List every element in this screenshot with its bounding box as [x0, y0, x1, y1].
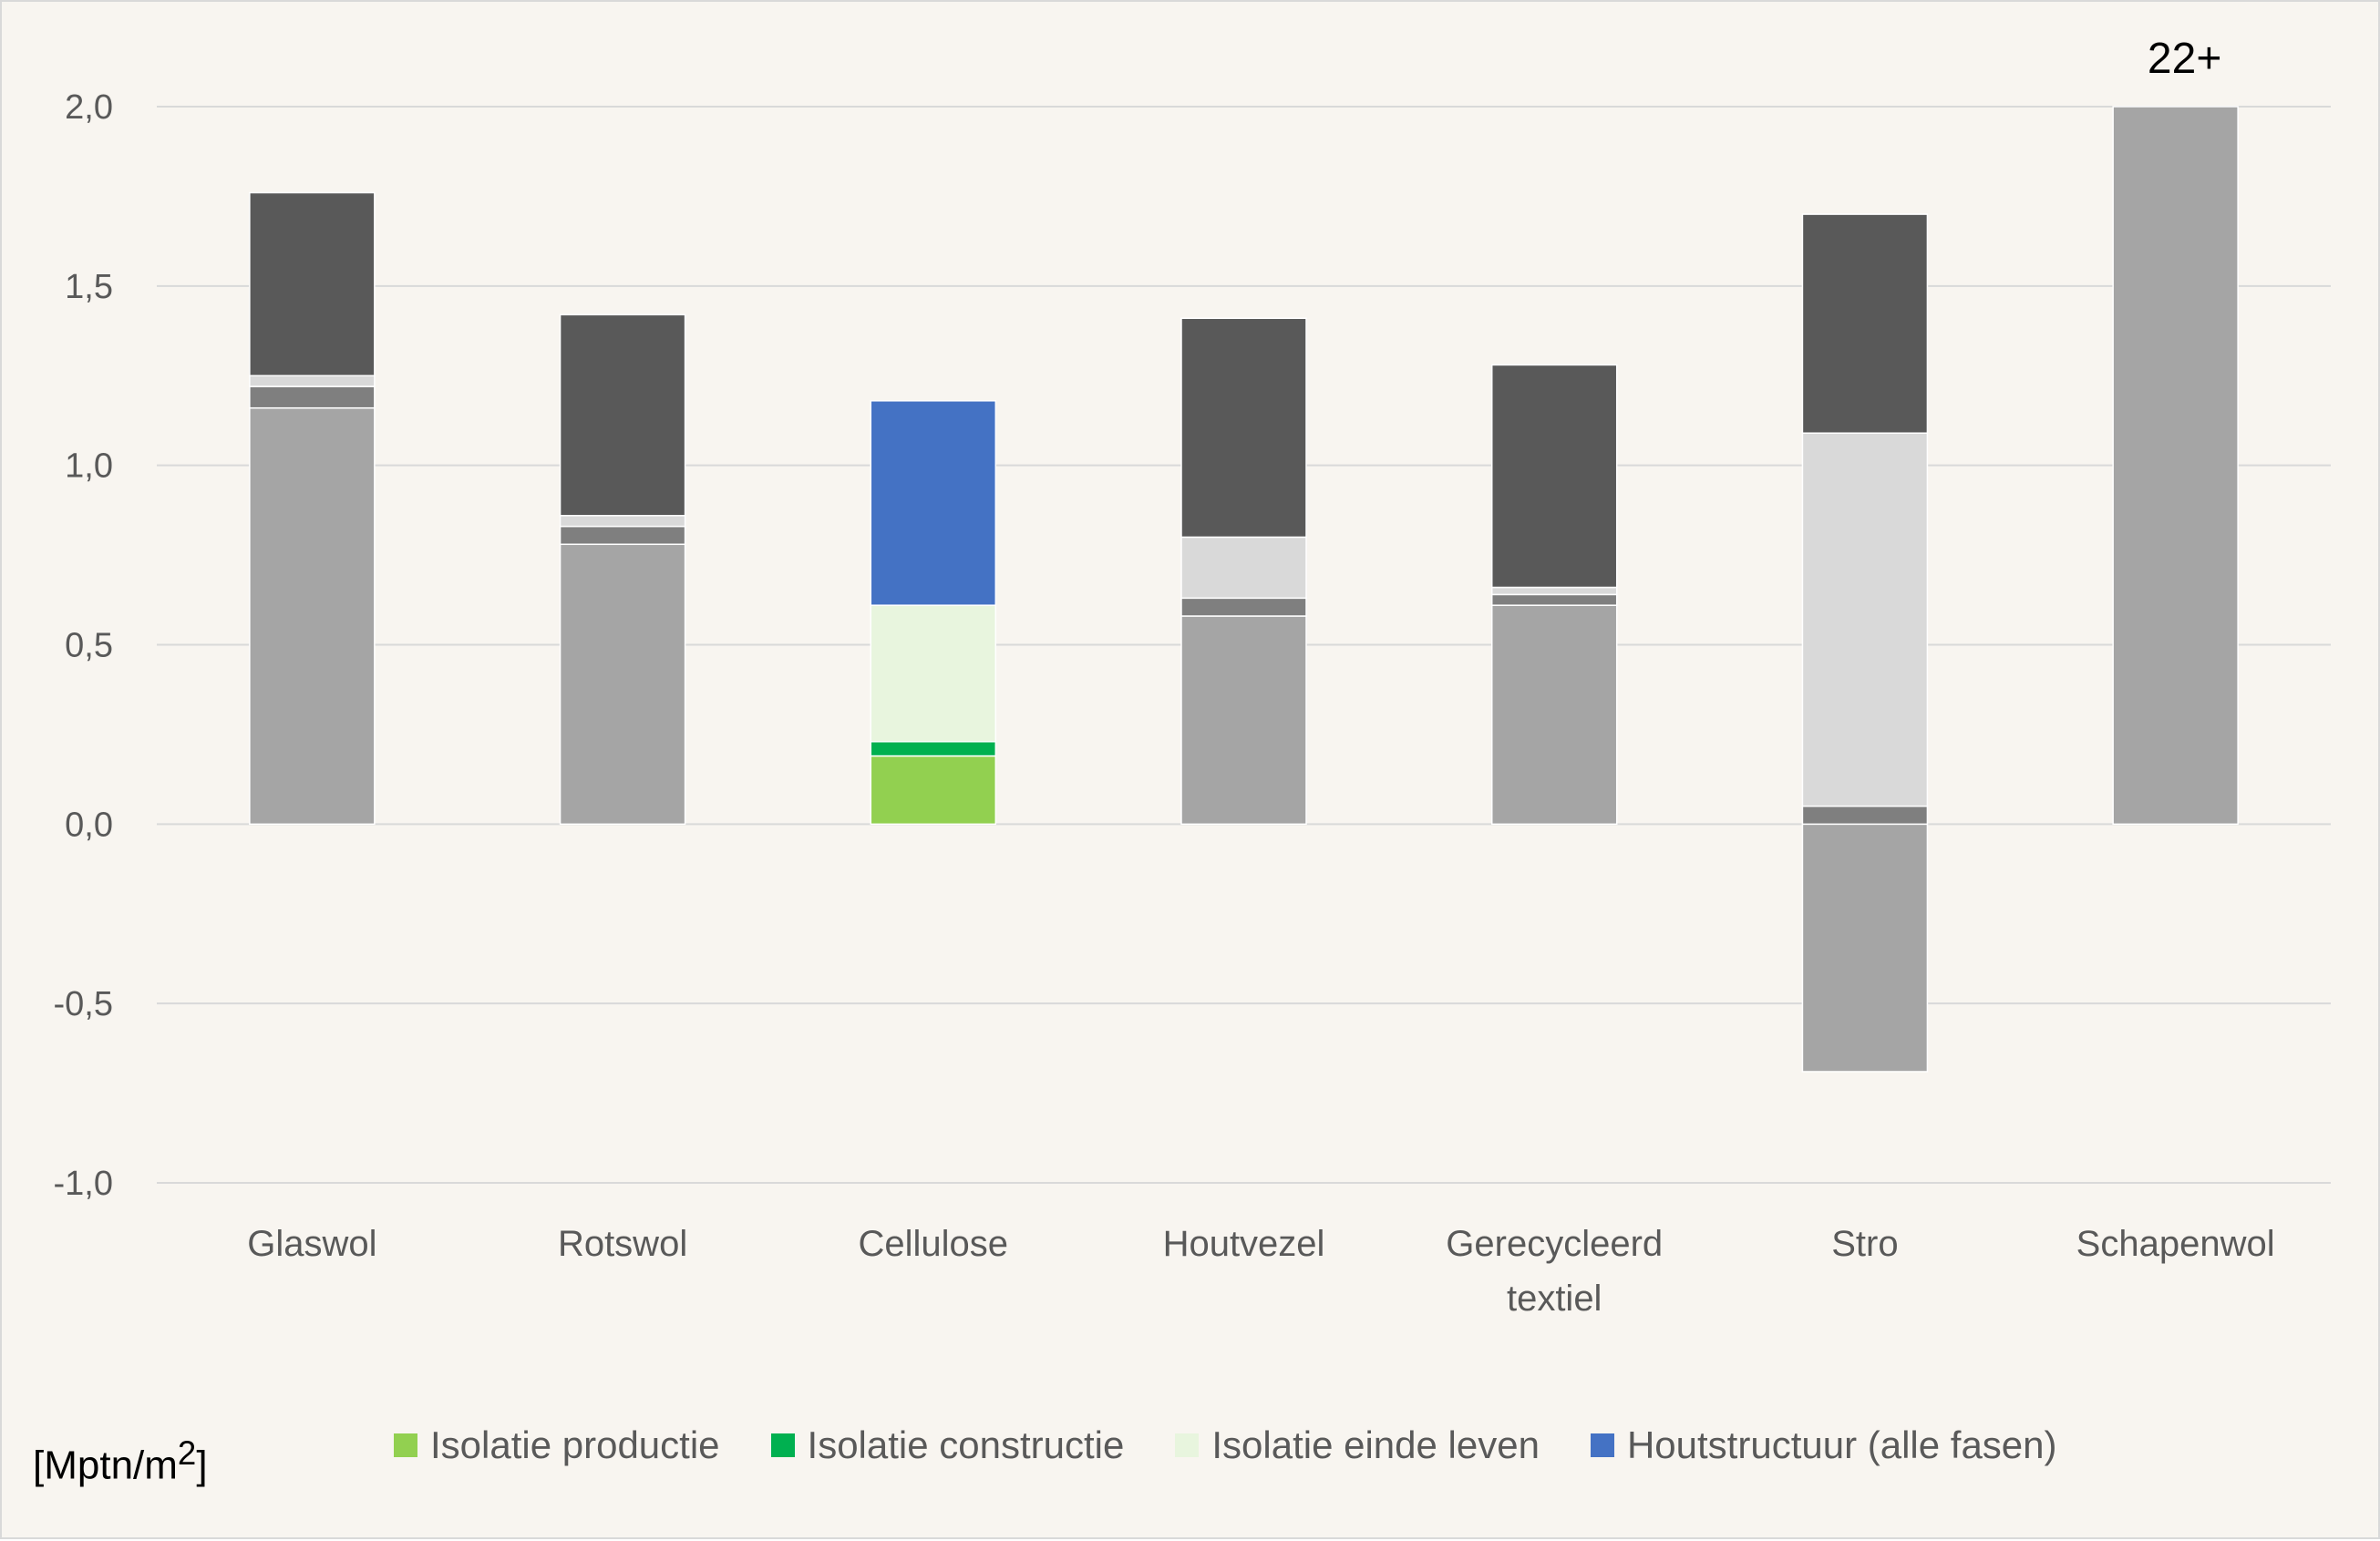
legend-swatch-isolatie-einde-leven: [1175, 1433, 1200, 1457]
y-tick-label: 1,0: [65, 447, 113, 486]
bar-segment: [870, 755, 997, 826]
bar-segment: [559, 525, 686, 546]
bar-segment: [559, 543, 686, 826]
bar-segment: [1801, 213, 1929, 434]
bar-segment: [1180, 317, 1307, 539]
bar-segment: [1490, 586, 1618, 596]
legend-item-isolatie-einde-leven: Isolatie einde leven: [1175, 1423, 1540, 1467]
bar-segment: [559, 313, 686, 517]
bar-segment: [1180, 597, 1307, 617]
bar-segment: [249, 406, 376, 826]
legend-swatch-isolatie-constructie: [770, 1433, 795, 1457]
legend-item-isolatie-productie: Isolatie productie: [394, 1423, 720, 1467]
x-tick-label: textiel: [1507, 1279, 1602, 1319]
y-axis-unit-label: [Mptn/m2]: [33, 1434, 208, 1489]
unit-superscript: 2: [177, 1434, 197, 1472]
bar-segment: [1490, 604, 1618, 826]
y-tick-label: 0,5: [65, 627, 113, 665]
unit-text: [Mptn/m: [33, 1443, 178, 1488]
x-tick-label: Glaswol: [247, 1224, 376, 1264]
bar-segment: [1490, 593, 1618, 606]
legend-swatch-isolatie-productie: [394, 1433, 417, 1457]
y-tick-label: -0,5: [54, 985, 113, 1023]
x-tick-label: Schapenwol: [2076, 1224, 2275, 1264]
y-tick-label: 1,5: [65, 268, 113, 306]
bar-segment: [249, 385, 376, 409]
bar-segment: [559, 515, 686, 528]
bar-annotation: 22+: [2148, 35, 2221, 83]
y-tick-label: 2,0: [65, 88, 113, 127]
legend-item-houtstructuur: Houtstructuur (alle fasen): [1590, 1423, 2057, 1467]
x-tick-label: Cellulose: [859, 1224, 1009, 1264]
bar-segment: [870, 400, 997, 606]
x-tick-label: Gerecycleerd: [1446, 1224, 1663, 1264]
bar-segment: [1801, 823, 1929, 1073]
legend-label-isolatie-productie: Isolatie productie: [430, 1423, 720, 1466]
legend-item-isolatie-constructie: Isolatie constructie: [770, 1423, 1125, 1467]
x-tick-label: Stro: [1831, 1224, 1898, 1264]
x-tick-label: Rotswol: [558, 1224, 687, 1264]
x-tick-label: Houtvezel: [1163, 1224, 1325, 1264]
bar-segment: [870, 741, 997, 757]
bar-segment: [1180, 536, 1307, 600]
legend-label-isolatie-constructie: Isolatie constructie: [807, 1423, 1125, 1466]
legend-label-isolatie-einde-leven: Isolatie einde leven: [1211, 1423, 1540, 1466]
bar-segment: [2112, 106, 2239, 826]
bar-segment: [249, 191, 376, 376]
legend-label-houtstructuur: Houtstructuur (alle fasen): [1626, 1423, 2057, 1466]
legend: Isolatie productie Isolatie constructie …: [394, 1423, 2057, 1467]
bar-segment: [1801, 432, 1929, 807]
y-tick-label: 0,0: [65, 806, 113, 844]
bar-segment: [870, 604, 997, 743]
bar-segment: [1490, 364, 1618, 589]
legend-swatch-houtstructuur: [1590, 1433, 1614, 1457]
bar-segment: [1801, 805, 1929, 826]
bar-segment: [1180, 615, 1307, 826]
unit-close: ]: [196, 1443, 208, 1488]
y-tick-label: -1,0: [54, 1165, 113, 1203]
bar-segment: [249, 375, 376, 387]
